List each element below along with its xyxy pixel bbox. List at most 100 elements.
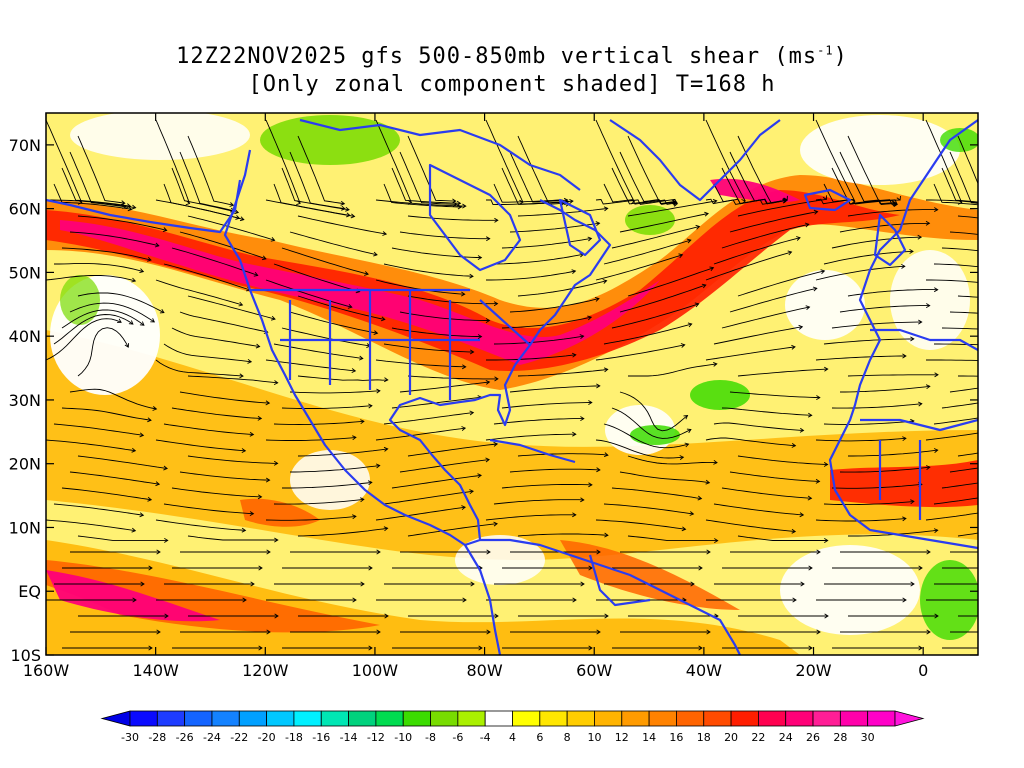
streamline (509, 385, 600, 393)
streamline-arrow (1007, 204, 1011, 208)
colorbar-swatch (594, 710, 623, 727)
streamline (407, 135, 456, 202)
streamline-arrow (469, 410, 475, 416)
colorbar-swatch (457, 710, 486, 727)
streamline (831, 321, 922, 329)
streamline (493, 253, 584, 265)
streamline-arrow (270, 237, 276, 242)
y-axis: 10S EQ 10N 20N 30N 40N 50N 60N 70N (9, 136, 978, 665)
streamline (957, 135, 978, 185)
streamline-arrow (925, 303, 931, 308)
streamline (627, 535, 718, 542)
streamline-arrow (604, 613, 609, 619)
streamline (69, 388, 157, 410)
streamline-arrow (347, 303, 353, 309)
colorbar-swatch (129, 710, 158, 727)
streamline-arrow (816, 395, 821, 400)
streamline-arrow (572, 512, 577, 518)
streamline-arrow (273, 460, 279, 466)
streamline (187, 455, 278, 464)
streamline (949, 467, 978, 473)
streamline-arrow (462, 597, 467, 603)
streamline (815, 265, 905, 281)
streamline (957, 532, 978, 537)
streamline (163, 503, 254, 515)
streamline-arrow (351, 368, 357, 374)
streamline (839, 151, 897, 205)
streamline (925, 119, 963, 203)
streamline (509, 298, 599, 313)
streamline-arrow (680, 343, 686, 348)
streamline-arrow (595, 221, 601, 227)
streamline-arrow (695, 224, 701, 230)
streamline-arrow (117, 318, 122, 323)
streamline-arrow (588, 645, 593, 651)
colorbar-label: 28 (833, 731, 847, 744)
streamline (61, 247, 152, 261)
streamline (53, 183, 132, 210)
streamline-arrow (376, 629, 381, 635)
streamline (603, 239, 691, 265)
streamline (721, 407, 812, 416)
streamline-arrow (823, 462, 829, 467)
streamline-arrow (934, 613, 939, 619)
streamline-arrow (163, 465, 168, 471)
streamline (171, 327, 260, 348)
streamline-arrow (140, 581, 145, 587)
streamline-arrow (933, 207, 939, 212)
streamline-arrow (239, 373, 244, 379)
streamline-arrow (1019, 490, 1023, 494)
streamline (705, 519, 796, 532)
streamline (815, 198, 901, 205)
colorbar-swatch (839, 710, 869, 727)
streamline-arrow (799, 512, 805, 518)
streamline-arrow (678, 253, 684, 259)
streamline-arrow (690, 581, 695, 587)
streamline (297, 527, 388, 537)
streamline (705, 346, 796, 361)
streamline-arrow (249, 431, 255, 437)
streamline (46, 519, 136, 532)
streamline-arrow (580, 581, 585, 587)
streamline (273, 420, 364, 425)
streamline-arrow (918, 645, 923, 651)
streamline (815, 437, 906, 442)
streamline (729, 211, 818, 233)
streamline-arrow (1012, 284, 1016, 288)
streamline-arrow (139, 432, 145, 438)
streamline-arrow (604, 532, 609, 538)
streamline-arrow (478, 645, 483, 651)
streamline-arrow (238, 301, 244, 307)
colorbar-swatch (184, 710, 213, 727)
streamline-arrow (1001, 201, 1005, 205)
streamline-arrow (477, 473, 482, 479)
streamline-arrow (933, 287, 939, 293)
colorbar-swatch (156, 710, 186, 727)
streamline-arrow (587, 236, 593, 242)
shear-shading (46, 113, 978, 655)
streamline-arrow (588, 482, 593, 488)
streamline-arrow (159, 308, 165, 314)
streamline-arrow (917, 234, 923, 240)
streamline-arrow (603, 206, 609, 212)
streamline (399, 151, 457, 205)
streamline-arrow (1012, 426, 1016, 430)
streamline-arrow (234, 209, 240, 215)
colorbar-label: -28 (148, 731, 166, 744)
streamline-arrow (812, 286, 818, 292)
streamline (265, 199, 355, 217)
streamline-arrow (909, 249, 914, 254)
y-tick-label: 50N (9, 263, 41, 282)
colorbar-label: -24 (203, 731, 221, 744)
streamline-arrow (686, 238, 692, 244)
streamline (705, 251, 792, 281)
streamline-arrow (383, 446, 389, 452)
streamline (493, 499, 584, 505)
streamline (155, 279, 243, 306)
streamline (949, 231, 978, 235)
streamline (265, 359, 356, 372)
streamline-arrow (147, 417, 152, 423)
streamline (407, 215, 498, 221)
streamline-arrow (926, 629, 931, 635)
y-tick-label: 70N (9, 136, 41, 155)
